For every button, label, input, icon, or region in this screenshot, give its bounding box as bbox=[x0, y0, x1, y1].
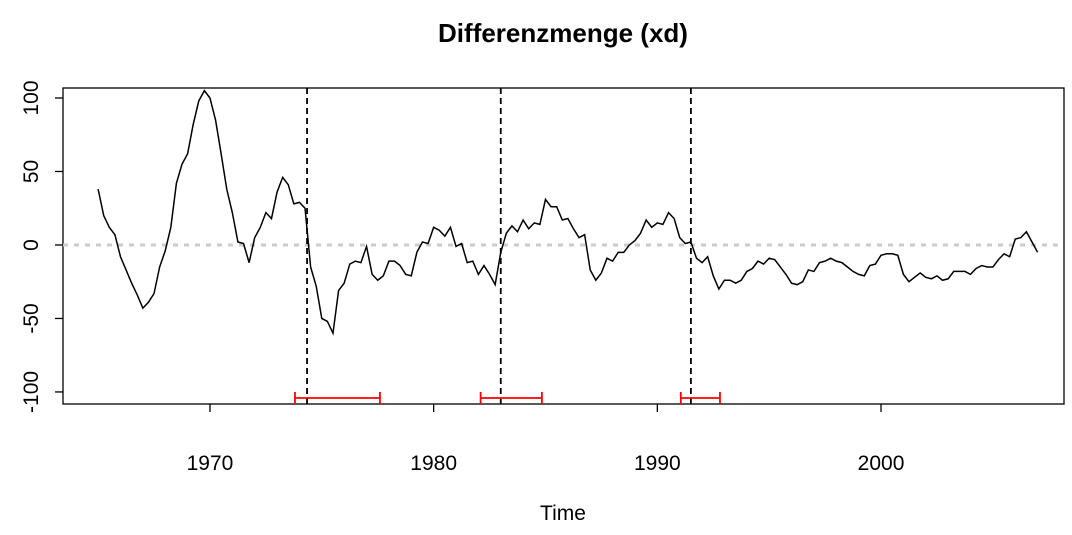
x-tick-label: 2000 bbox=[858, 452, 905, 475]
y-tick-label: -50 bbox=[20, 303, 43, 333]
y-tick-label: 0 bbox=[20, 239, 43, 251]
y-tick-label: 50 bbox=[20, 160, 43, 183]
x-axis-label: Time bbox=[540, 502, 586, 525]
y-tick-label: -100 bbox=[20, 371, 43, 413]
x-tick-label: 1970 bbox=[187, 452, 234, 475]
data-line bbox=[97, 89, 1039, 336]
chart-title: Differenzmenge (xd) bbox=[438, 18, 688, 48]
y-tick-label: 100 bbox=[20, 80, 43, 115]
x-tick-label: 1990 bbox=[634, 452, 681, 475]
x-tick-label: 1980 bbox=[410, 452, 457, 475]
